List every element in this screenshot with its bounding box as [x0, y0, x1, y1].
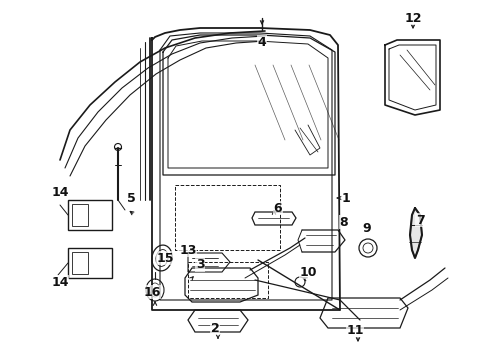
- Text: 5: 5: [126, 192, 135, 204]
- Text: 13: 13: [179, 243, 196, 256]
- Text: 1: 1: [342, 192, 350, 204]
- Text: 9: 9: [363, 221, 371, 234]
- Text: 15: 15: [156, 252, 174, 265]
- Text: 14: 14: [51, 275, 69, 288]
- Text: 7: 7: [416, 213, 424, 226]
- Text: 8: 8: [340, 216, 348, 229]
- Text: 10: 10: [299, 266, 317, 279]
- Text: 16: 16: [143, 285, 161, 298]
- Text: 3: 3: [196, 258, 204, 271]
- Text: 14: 14: [51, 185, 69, 198]
- Text: 4: 4: [258, 36, 267, 49]
- Text: 11: 11: [346, 324, 364, 337]
- Text: 6: 6: [274, 202, 282, 215]
- Text: 2: 2: [211, 321, 220, 334]
- Circle shape: [295, 277, 305, 287]
- Polygon shape: [410, 208, 422, 258]
- Text: 12: 12: [404, 12, 422, 24]
